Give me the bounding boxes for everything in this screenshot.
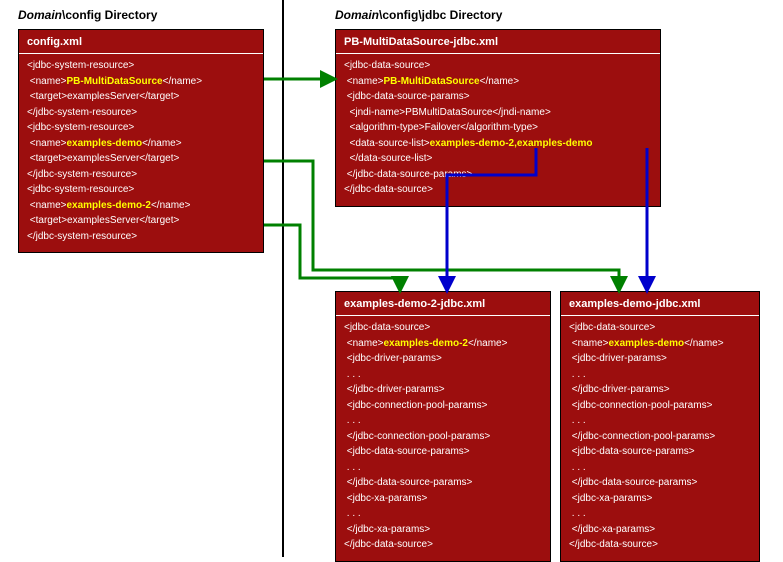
xml-line: . . . <box>344 506 542 522</box>
xml-line: <name>examples-demo</name> <box>27 136 255 152</box>
xml-line: <target>examplesServer</target> <box>27 213 255 229</box>
xml-line: <jdbc-system-resource> <box>27 120 255 136</box>
xml-line: <jdbc-data-source> <box>569 320 751 336</box>
xml-line: <jdbc-data-source-params> <box>569 444 751 460</box>
xml-line: . . . <box>569 367 751 383</box>
xml-line: </jdbc-data-source-params> <box>569 475 751 491</box>
xml-line: <jdbc-system-resource> <box>27 58 255 74</box>
xml-line: </jdbc-data-source-params> <box>344 167 652 183</box>
xml-line: <target>examplesServer</target> <box>27 89 255 105</box>
xml-line: <jdbc-data-source> <box>344 58 652 74</box>
xml-line: <jdbc-data-source-params> <box>344 444 542 460</box>
xml-line: <jdbc-xa-params> <box>569 491 751 507</box>
config-xml-box: config.xml <jdbc-system-resource> <name>… <box>18 29 264 253</box>
multidatasource-xml-content: <jdbc-data-source> <name>PB-MultiDataSou… <box>336 54 660 206</box>
examples-demo-xml-content: <jdbc-data-source> <name>examples-demo</… <box>561 316 759 561</box>
xml-line: </jdbc-data-source-params> <box>344 475 542 491</box>
xml-line: . . . <box>569 460 751 476</box>
xml-line: . . . <box>569 506 751 522</box>
config-xml-content: <jdbc-system-resource> <name>PB-MultiDat… <box>19 54 263 252</box>
highlight: examples-demo-2,examples-demo <box>430 138 593 149</box>
xml-line: </jdbc-data-source> <box>569 537 751 553</box>
xml-line: . . . <box>344 413 542 429</box>
xml-line: <data-source-list>examples-demo-2,exampl… <box>344 136 652 152</box>
xml-line: <jdbc-xa-params> <box>344 491 542 507</box>
xml-line: </jdbc-system-resource> <box>27 167 255 183</box>
highlight: PB-MultiDataSource <box>383 76 479 87</box>
highlight: examples-demo <box>608 338 684 349</box>
vertical-divider <box>282 0 284 557</box>
xml-line: . . . <box>569 413 751 429</box>
xml-line: </data-source-list> <box>344 151 652 167</box>
xml-line: </jdbc-connection-pool-params> <box>569 429 751 445</box>
xml-line: . . . <box>344 460 542 476</box>
xml-line: <jdbc-connection-pool-params> <box>344 398 542 414</box>
xml-line: </jdbc-data-source> <box>344 537 542 553</box>
examples-demo-2-xml-title: examples-demo-2-jdbc.xml <box>336 292 550 315</box>
highlight: examples-demo-2 <box>66 200 150 211</box>
xml-line: </jdbc-driver-params> <box>569 382 751 398</box>
examples-demo-xml-box: examples-demo-jdbc.xml <jdbc-data-source… <box>560 291 760 562</box>
multidatasource-xml-title: PB-MultiDataSource-jdbc.xml <box>336 30 660 53</box>
xml-line: <jdbc-data-source> <box>344 320 542 336</box>
xml-line: . . . <box>344 367 542 383</box>
xml-line: <jdbc-connection-pool-params> <box>569 398 751 414</box>
right-directory-header: Domain\config\jdbc Directory <box>335 8 502 22</box>
examples-demo-2-xml-content: <jdbc-data-source> <name>examples-demo-2… <box>336 316 550 561</box>
xml-line: <name>examples-demo-2</name> <box>27 198 255 214</box>
xml-line: </jdbc-data-source> <box>344 182 652 198</box>
examples-demo-2-xml-box: examples-demo-2-jdbc.xml <jdbc-data-sour… <box>335 291 551 562</box>
xml-line: <algorithm-type>Failover</algorithm-type… <box>344 120 652 136</box>
xml-line: <jdbc-system-resource> <box>27 182 255 198</box>
xml-line: <jndi-name>PBMultiDataSource</jndi-name> <box>344 105 652 121</box>
highlight: PB-MultiDataSource <box>66 76 162 87</box>
xml-line: <target>examplesServer</target> <box>27 151 255 167</box>
xml-line: </jdbc-driver-params> <box>344 382 542 398</box>
xml-line: </jdbc-xa-params> <box>569 522 751 538</box>
multidatasource-xml-box: PB-MultiDataSource-jdbc.xml <jdbc-data-s… <box>335 29 661 207</box>
xml-line: <jdbc-driver-params> <box>344 351 542 367</box>
xml-line: <name>examples-demo</name> <box>569 336 751 352</box>
green-arrow <box>264 225 400 291</box>
xml-line: </jdbc-system-resource> <box>27 105 255 121</box>
xml-line: <name>examples-demo-2</name> <box>344 336 542 352</box>
highlight: examples-demo <box>66 138 142 149</box>
highlight: examples-demo-2 <box>383 338 467 349</box>
xml-line: <jdbc-driver-params> <box>569 351 751 367</box>
xml-line: <name>PB-MultiDataSource</name> <box>27 74 255 90</box>
xml-line: <name>PB-MultiDataSource</name> <box>344 74 652 90</box>
xml-line: </jdbc-xa-params> <box>344 522 542 538</box>
examples-demo-xml-title: examples-demo-jdbc.xml <box>561 292 759 315</box>
xml-line: <jdbc-data-source-params> <box>344 89 652 105</box>
config-xml-title: config.xml <box>19 30 263 53</box>
left-directory-header: Domain\config Directory <box>18 8 157 22</box>
xml-line: </jdbc-system-resource> <box>27 229 255 245</box>
xml-line: </jdbc-connection-pool-params> <box>344 429 542 445</box>
